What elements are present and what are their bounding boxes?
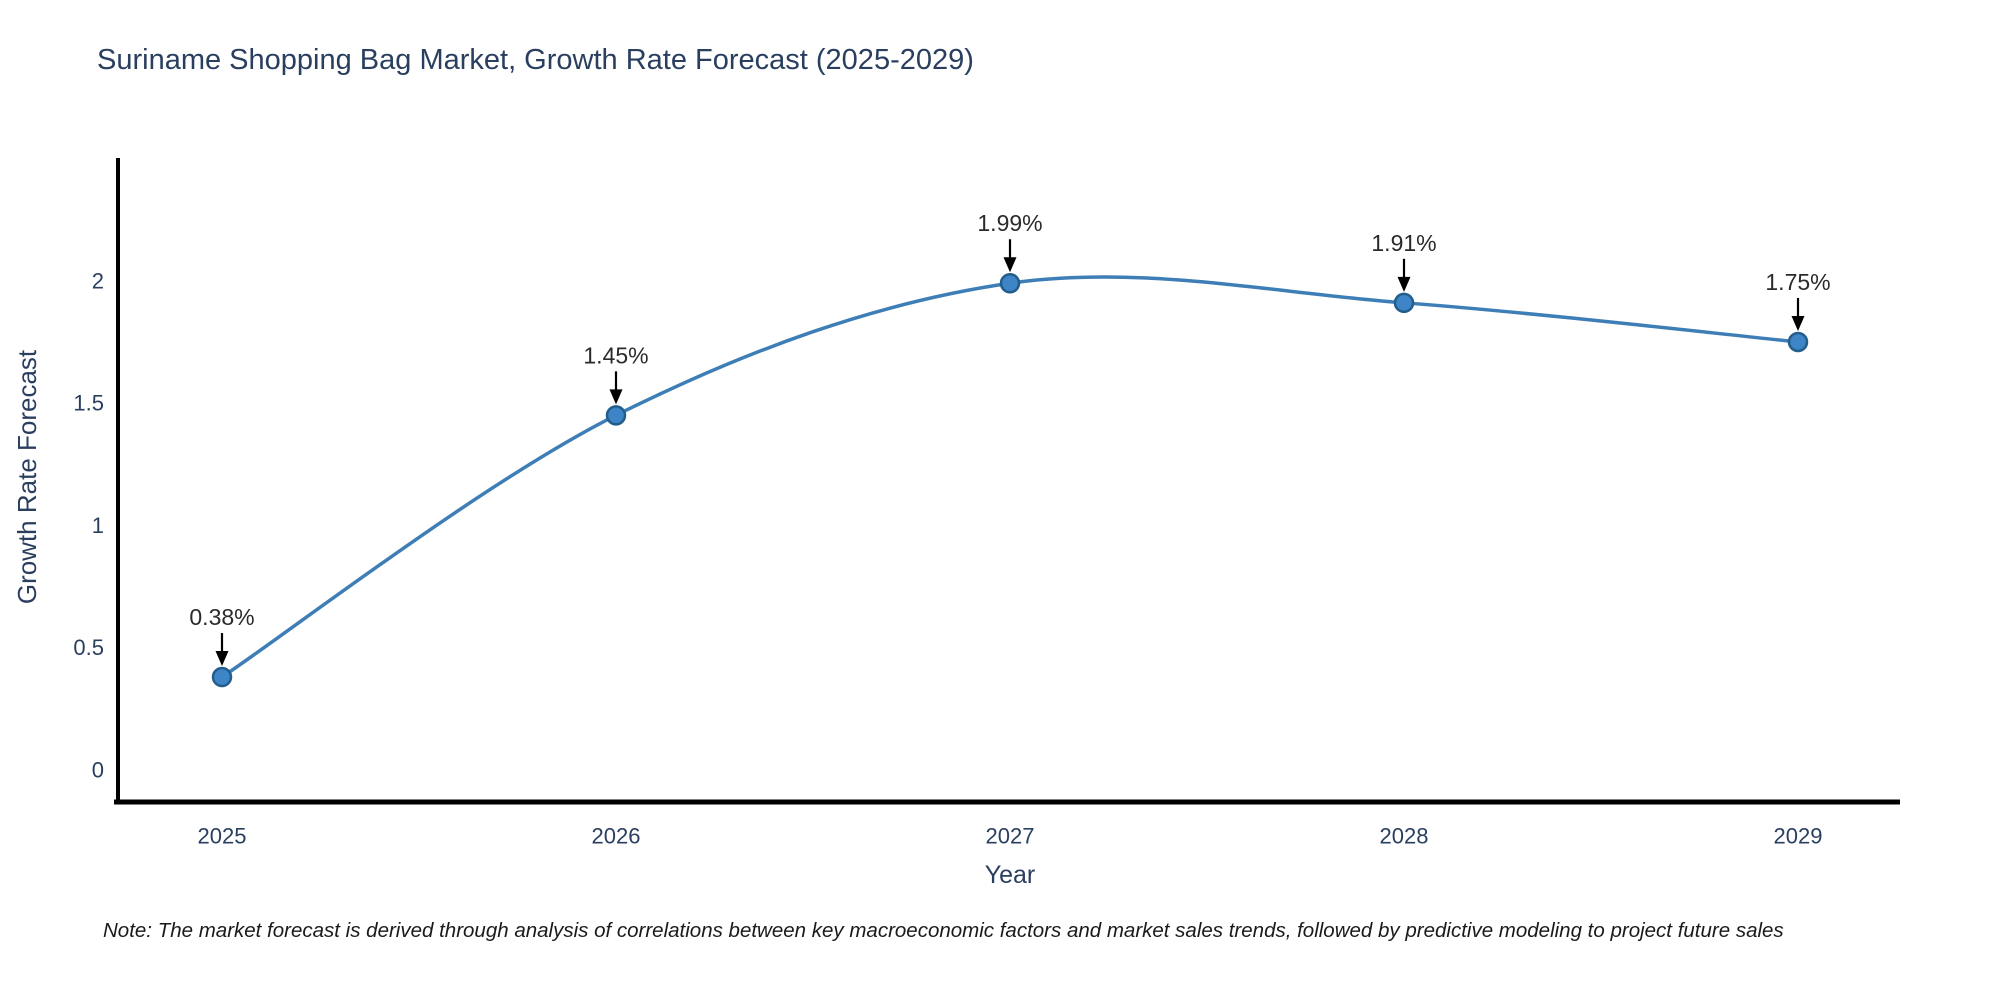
x-tick-label: 2025 xyxy=(198,824,247,849)
data-point-label: 1.99% xyxy=(977,210,1042,236)
annotation-arrow-head xyxy=(1397,276,1411,292)
annotation-arrow-head xyxy=(215,651,229,667)
data-point-marker xyxy=(211,666,233,688)
y-tick-label: 1.5 xyxy=(73,391,104,416)
x-tick-label: 2026 xyxy=(592,824,641,849)
chart-footnote: Note: The market forecast is derived thr… xyxy=(103,919,1784,942)
y-tick-label: 0.5 xyxy=(73,635,104,660)
y-tick-label: 0 xyxy=(92,758,104,783)
annotation-arrow-head xyxy=(1791,315,1805,331)
data-point-marker xyxy=(999,272,1021,294)
x-tick-label: 2027 xyxy=(986,824,1035,849)
y-tick-label: 1 xyxy=(92,513,104,538)
data-point-label: 1.75% xyxy=(1765,269,1830,295)
x-tick-label: 2028 xyxy=(1380,824,1429,849)
data-point-marker xyxy=(1393,292,1415,314)
forecast-line xyxy=(220,275,1800,679)
data-point-marker xyxy=(605,405,627,426)
annotation-arrow-head xyxy=(1003,257,1017,273)
x-axis-title: Year xyxy=(985,861,1036,889)
y-axis-title: Growth Rate Forecast xyxy=(12,349,42,604)
x-tick-label: 2029 xyxy=(1774,824,1823,849)
y-tick-label: 2 xyxy=(92,268,104,293)
chart-title: Suriname Shopping Bag Market, Growth Rat… xyxy=(97,44,974,76)
annotation-arrow-head xyxy=(609,389,623,405)
data-point-label: 1.45% xyxy=(583,342,648,368)
data-point-label: 1.91% xyxy=(1371,230,1436,256)
data-point-label: 0.38% xyxy=(189,604,254,630)
data-point-marker xyxy=(1787,331,1809,353)
